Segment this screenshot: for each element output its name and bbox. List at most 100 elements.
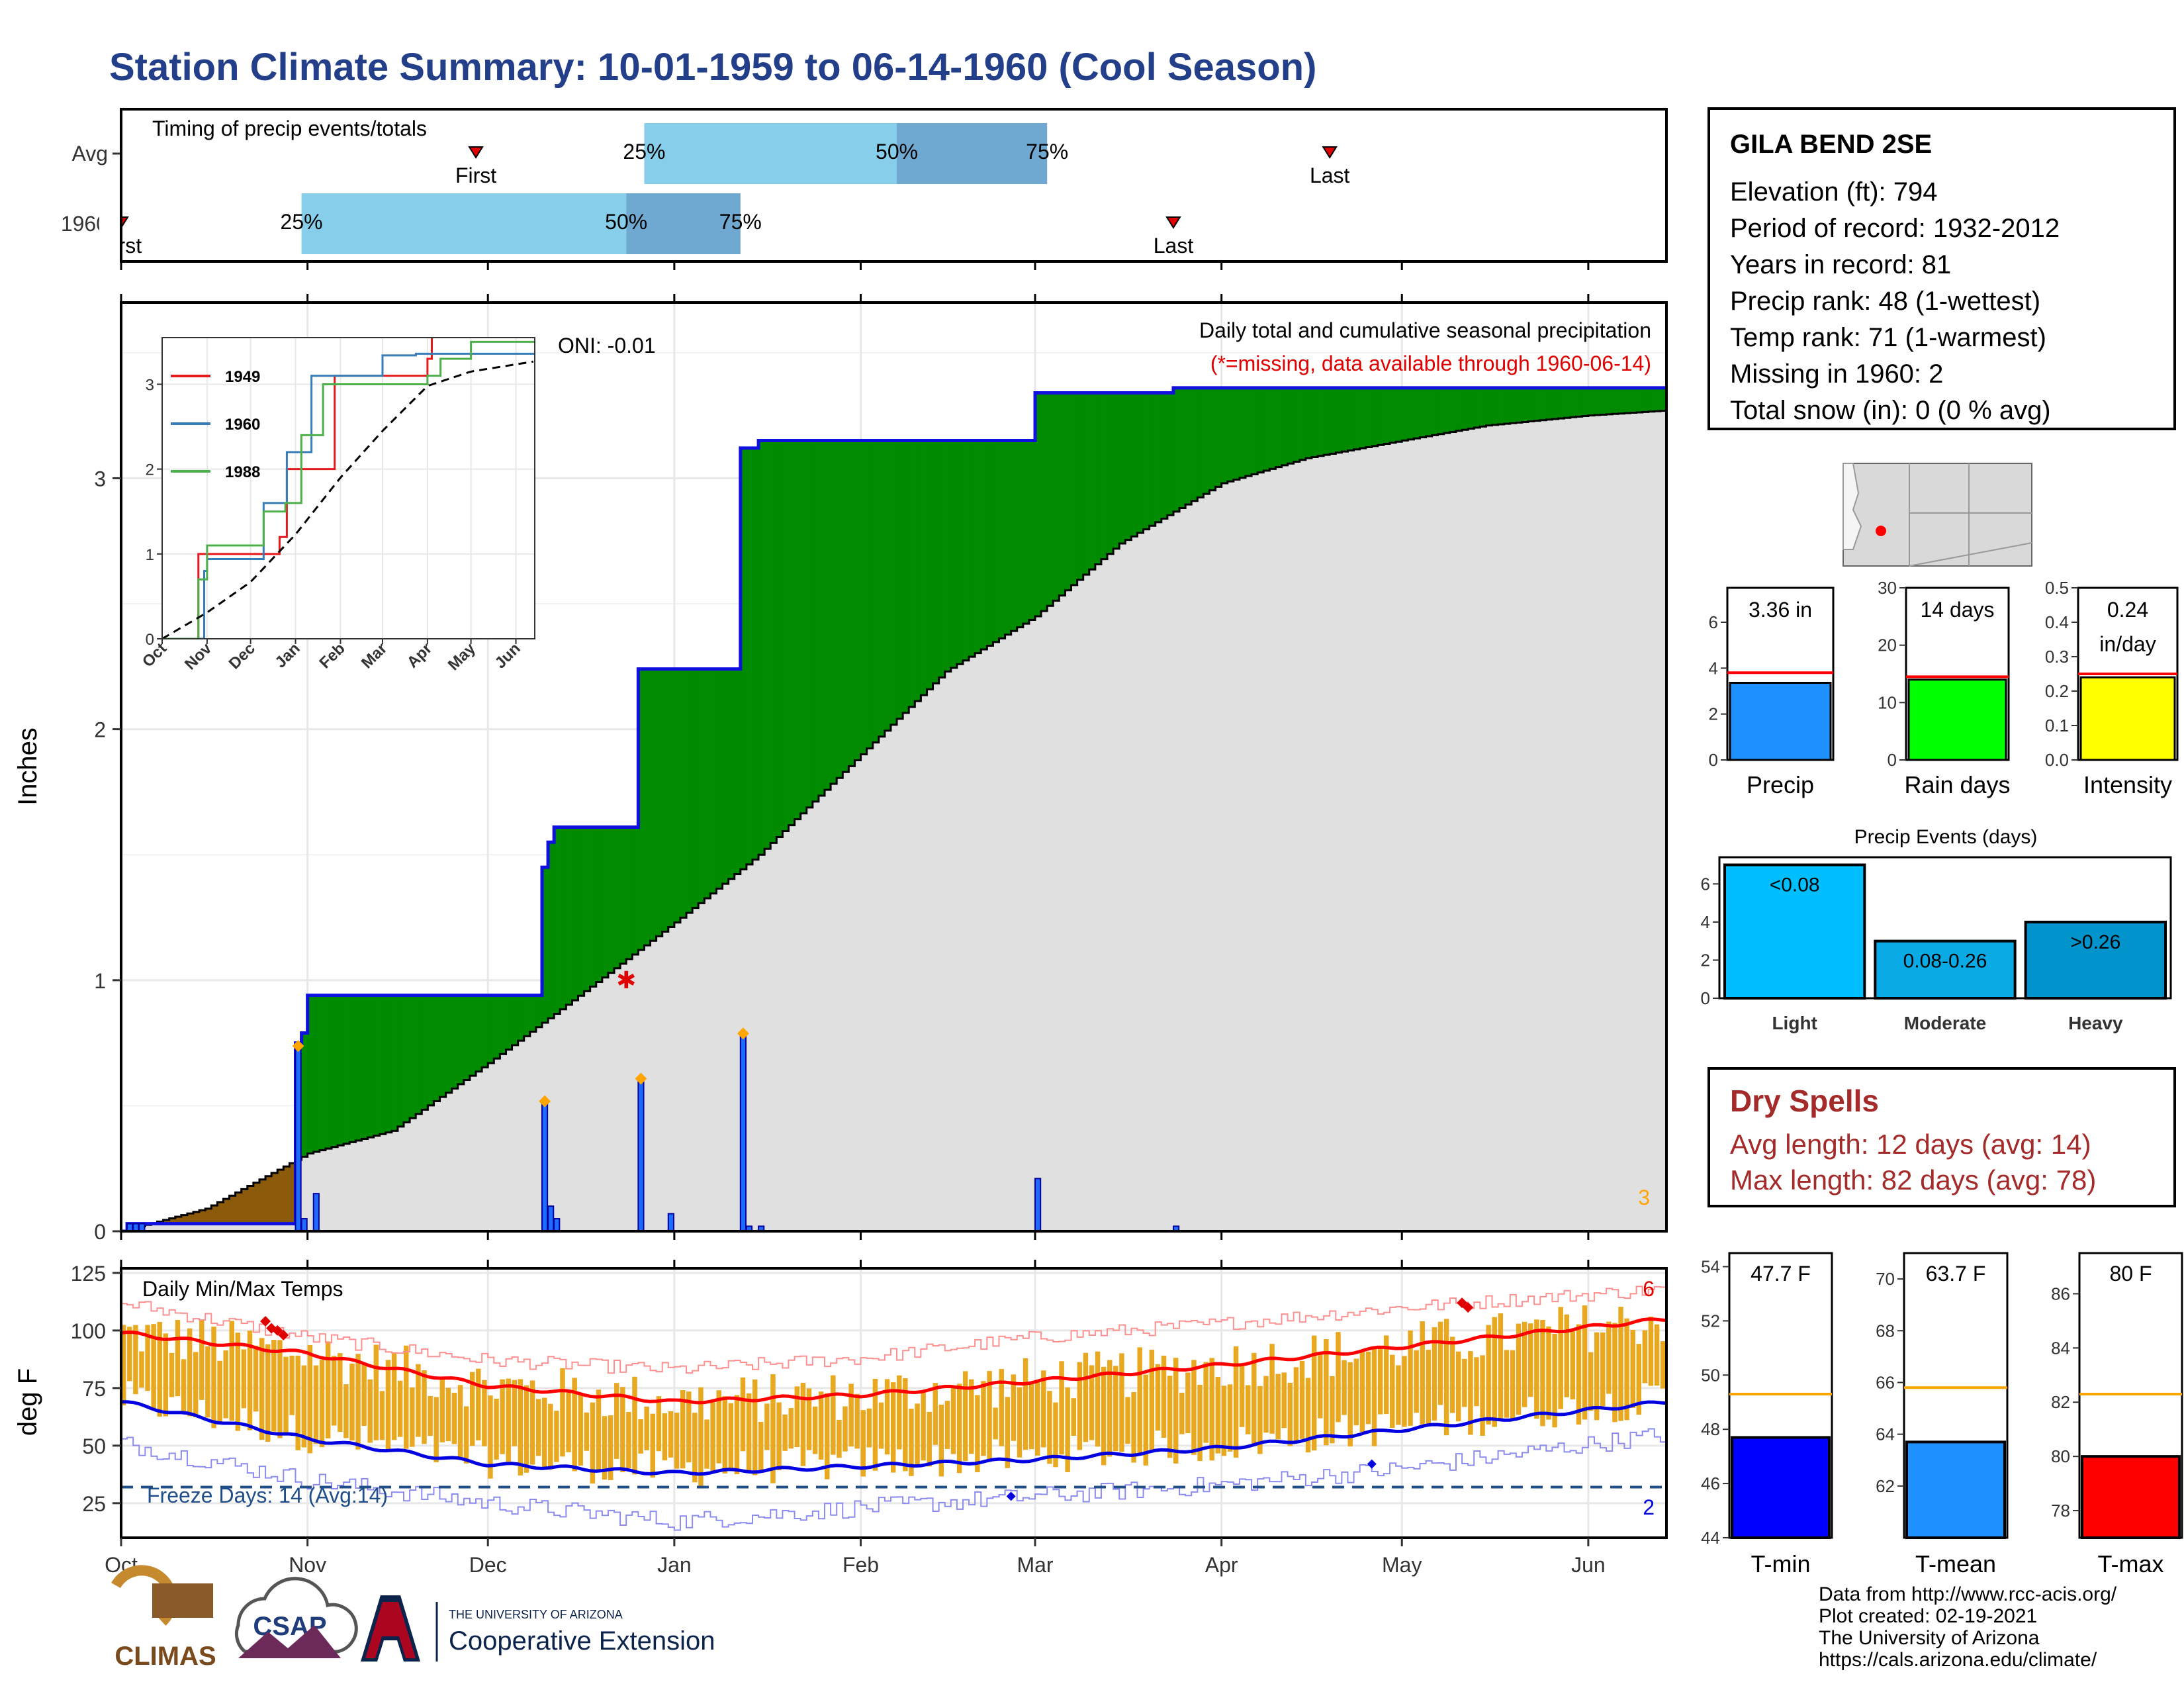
precip-surplus-area bbox=[837, 440, 843, 778]
temp-panel-label: Daily Min/Max Temps bbox=[142, 1277, 343, 1301]
temp-daily-bar bbox=[644, 1406, 649, 1450]
temp-daily-bar bbox=[373, 1344, 379, 1440]
precip-normal-area bbox=[500, 1054, 507, 1231]
temp-daily-bar bbox=[193, 1352, 199, 1418]
precip-normal-area bbox=[704, 898, 711, 1231]
precip-surplus-area bbox=[1299, 387, 1306, 460]
precip-daily-bar bbox=[739, 1035, 747, 1231]
summary-value-text: 0.24 bbox=[2107, 598, 2148, 622]
precip-surplus-area bbox=[1143, 393, 1150, 530]
summary-ytick-label: 0.2 bbox=[2045, 681, 2069, 701]
map-background bbox=[1843, 463, 2032, 567]
temp-daily-bar bbox=[950, 1387, 956, 1454]
temp-daily-bar bbox=[1089, 1365, 1095, 1440]
precip-normal-area bbox=[650, 941, 657, 1231]
precip-surplus-area bbox=[463, 995, 471, 1080]
temp-daily-bar bbox=[548, 1403, 553, 1470]
precip-surplus-area bbox=[668, 669, 675, 927]
precip-normal-area bbox=[1197, 497, 1205, 1231]
precip-surplus-area bbox=[770, 440, 777, 843]
precip-surplus-area bbox=[584, 827, 591, 992]
precip-normal-area bbox=[1654, 411, 1661, 1231]
temp-daily-bar bbox=[710, 1402, 715, 1474]
precip-deficit-area bbox=[193, 1211, 200, 1224]
temp-daily-bar bbox=[956, 1383, 962, 1474]
temp-daily-bar bbox=[1558, 1307, 1563, 1409]
temp-daily-bar bbox=[1504, 1350, 1510, 1418]
temp-daily-bar bbox=[355, 1354, 361, 1450]
precip-normal-area bbox=[897, 718, 903, 1231]
temp-daily-bar bbox=[295, 1356, 300, 1450]
precip-surplus-area bbox=[428, 995, 435, 1105]
precip-surplus-area bbox=[962, 440, 970, 661]
precip-surplus-area bbox=[1275, 387, 1283, 467]
precip-normal-area bbox=[199, 1223, 206, 1231]
temp-daily-bar bbox=[1023, 1358, 1028, 1450]
precip-surplus-area bbox=[1263, 387, 1270, 471]
temp-daily-bar bbox=[1377, 1346, 1383, 1415]
temp-daily-bar bbox=[1390, 1354, 1395, 1428]
temp-cold-count: 2 bbox=[1643, 1495, 1655, 1519]
temp-daily-bar bbox=[927, 1411, 932, 1467]
precip-surplus-area bbox=[848, 440, 856, 767]
temp-ytick-label: 75 bbox=[82, 1377, 106, 1401]
temp-daily-bar bbox=[1606, 1321, 1612, 1394]
precip-surplus-area bbox=[1396, 387, 1402, 442]
temp-daily-bar bbox=[1263, 1376, 1269, 1433]
precip-normal-area bbox=[187, 1223, 194, 1231]
precip-normal-area bbox=[993, 641, 1000, 1231]
precip-surplus-area bbox=[842, 440, 849, 773]
precip-surplus-area bbox=[800, 440, 807, 814]
temp-daily-bar bbox=[1167, 1376, 1173, 1458]
temp-daily-bar bbox=[1383, 1335, 1389, 1415]
precip-surplus-area bbox=[1287, 387, 1295, 464]
precip-normal-area bbox=[463, 1080, 471, 1231]
temp-daily-bar bbox=[1251, 1352, 1257, 1445]
precip-normal-area bbox=[975, 653, 981, 1231]
summary-ytick-label: 2 bbox=[1709, 704, 1718, 724]
precip-surplus-area bbox=[1612, 387, 1619, 414]
precip-normal-area bbox=[151, 1223, 158, 1231]
precip-surplus-area bbox=[897, 440, 903, 719]
precip-surplus-area bbox=[1546, 387, 1553, 420]
inset-frame bbox=[161, 337, 535, 639]
precip-deficit-area bbox=[217, 1202, 224, 1224]
precip-daily-bar bbox=[312, 1193, 320, 1231]
events-ytick-label: 6 bbox=[1701, 874, 1710, 894]
temp-summary-ytick-label: 64 bbox=[1876, 1425, 1895, 1444]
precip-surplus-area bbox=[1624, 387, 1631, 414]
precip-surplus-area bbox=[1035, 393, 1042, 616]
temp-daily-bar bbox=[175, 1320, 181, 1397]
temp-daily-bar bbox=[253, 1345, 259, 1412]
precip-normal-area bbox=[1251, 474, 1258, 1231]
temp-daily-bar bbox=[259, 1338, 265, 1440]
temp-daily-bar bbox=[915, 1403, 920, 1466]
precip-normal-area bbox=[987, 645, 994, 1231]
precip-normal-area bbox=[578, 996, 585, 1231]
precip-normal-area bbox=[259, 1223, 266, 1231]
precip-normal-area bbox=[716, 888, 723, 1231]
temp-daily-bar bbox=[404, 1345, 409, 1449]
temp-daily-bar bbox=[1414, 1350, 1419, 1413]
temp-daily-bar bbox=[1197, 1384, 1203, 1462]
precip-normal-area bbox=[1480, 426, 1487, 1231]
locator-map bbox=[1843, 463, 2032, 567]
precip-surplus-area bbox=[506, 995, 513, 1050]
precip-normal-area bbox=[782, 831, 790, 1231]
temp-daily-bar bbox=[566, 1391, 571, 1452]
precip-surplus-area bbox=[319, 995, 326, 1150]
temp-daily-bar bbox=[1546, 1326, 1551, 1420]
precip-normal-area bbox=[1443, 433, 1451, 1231]
summary-value-text: 14 days bbox=[1920, 598, 1994, 622]
temp-summary-ytick-label: 84 bbox=[2051, 1338, 2070, 1358]
station-temp-rank: Temp rank: 71 (1-warmest) bbox=[1730, 323, 2046, 352]
map-ocean bbox=[1843, 463, 1862, 550]
footer-url: https://cals.arizona.edu/climate/ bbox=[1819, 1649, 2097, 1671]
temp-summary-label: T-max bbox=[2097, 1550, 2163, 1577]
precip-normal-area bbox=[1263, 471, 1270, 1231]
temp-daily-bar bbox=[289, 1355, 295, 1415]
precip-normal-area bbox=[1359, 448, 1367, 1231]
precip-normal-area bbox=[596, 982, 603, 1231]
precip-deficit-area bbox=[271, 1172, 278, 1224]
temp-daily-bar bbox=[428, 1395, 433, 1436]
